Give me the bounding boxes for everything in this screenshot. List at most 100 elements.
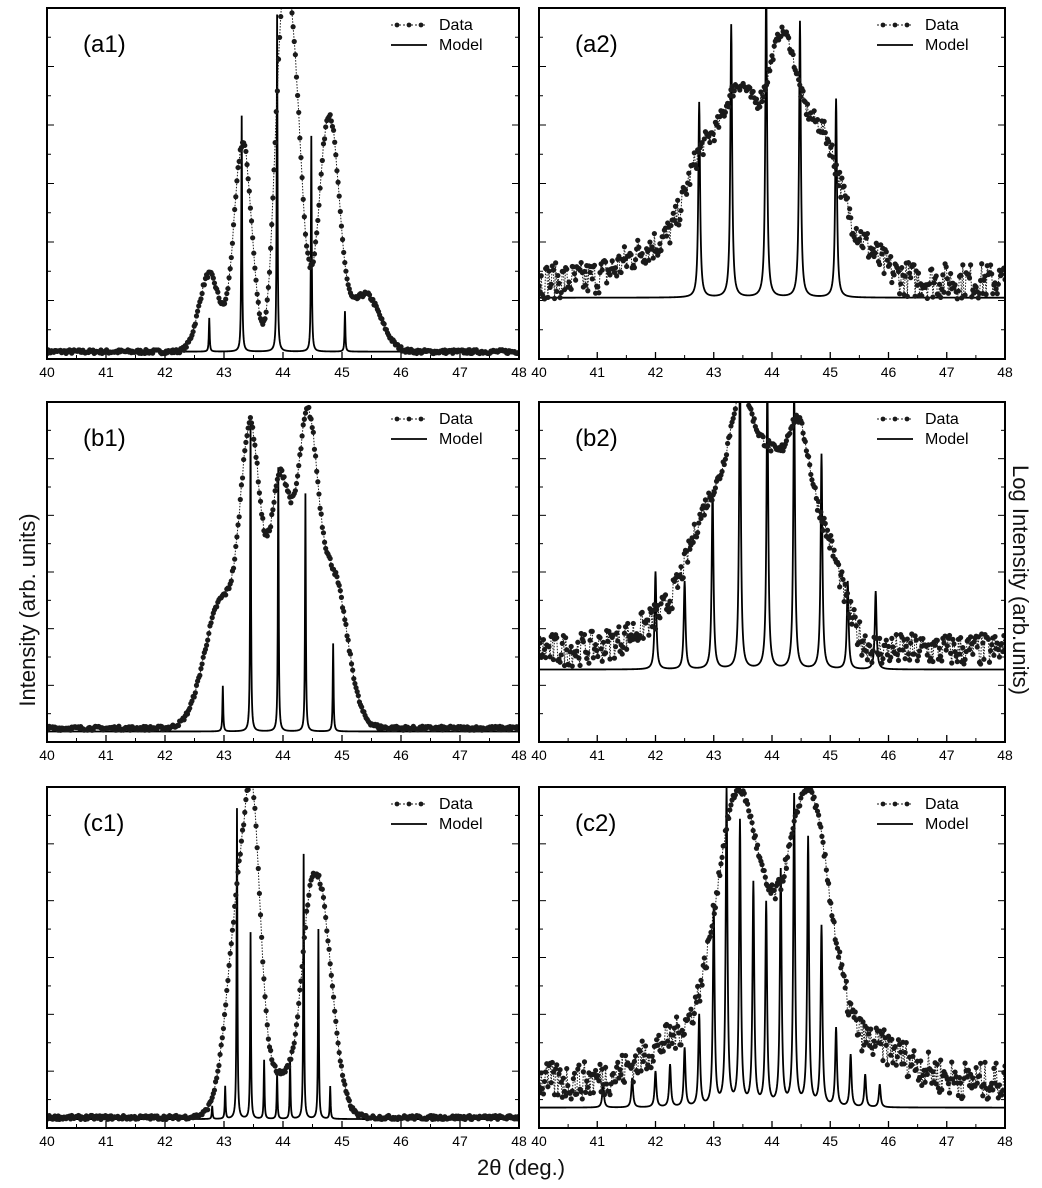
data-point bbox=[318, 171, 324, 177]
data-point bbox=[327, 112, 333, 118]
data-point bbox=[245, 176, 251, 182]
data-point bbox=[300, 422, 306, 428]
data-point bbox=[955, 288, 962, 294]
data-point bbox=[839, 569, 845, 575]
data-point bbox=[379, 316, 385, 322]
data-point bbox=[229, 240, 236, 246]
data-point bbox=[952, 282, 958, 288]
data-series bbox=[48, 404, 518, 733]
data-point bbox=[299, 433, 305, 439]
data-point bbox=[860, 638, 866, 644]
data-point bbox=[892, 1044, 898, 1050]
data-point bbox=[848, 598, 854, 605]
data-point bbox=[853, 623, 859, 629]
data-point bbox=[894, 1054, 900, 1060]
data-point bbox=[279, 0, 284, 2]
data-point bbox=[310, 259, 316, 265]
data-point bbox=[929, 266, 935, 272]
data-point bbox=[843, 978, 849, 984]
data-point bbox=[566, 279, 572, 285]
data-point bbox=[312, 453, 319, 459]
data-point bbox=[654, 1037, 660, 1043]
data-point bbox=[676, 222, 682, 228]
data-point bbox=[669, 1040, 675, 1046]
data-point bbox=[563, 635, 569, 641]
data-point bbox=[243, 797, 249, 803]
data-point bbox=[880, 656, 886, 662]
data-point bbox=[239, 475, 246, 481]
data-point bbox=[736, 390, 741, 395]
data-point bbox=[565, 1082, 571, 1089]
data-point bbox=[540, 636, 547, 643]
data-point bbox=[721, 461, 727, 468]
data-point bbox=[190, 329, 196, 335]
data-point bbox=[219, 1035, 225, 1041]
data-point bbox=[553, 1066, 559, 1072]
data-point bbox=[615, 638, 621, 644]
data-point bbox=[359, 704, 365, 710]
data-point bbox=[327, 961, 333, 967]
data-point bbox=[877, 635, 883, 641]
data-point bbox=[870, 1051, 876, 1058]
data-point bbox=[802, 438, 808, 445]
x-tick-label: 41 bbox=[98, 747, 114, 763]
data-point bbox=[841, 973, 847, 979]
data-point bbox=[859, 1048, 865, 1054]
data-point bbox=[831, 919, 837, 925]
legend-data-marker bbox=[880, 801, 886, 807]
data-point bbox=[639, 250, 645, 257]
data-point bbox=[278, 13, 284, 20]
data-point bbox=[256, 490, 262, 496]
data-point bbox=[924, 1071, 930, 1077]
data-point bbox=[237, 496, 243, 503]
data-point bbox=[341, 608, 347, 614]
data-point bbox=[968, 262, 974, 268]
data-point bbox=[330, 994, 337, 1000]
data-point bbox=[821, 118, 827, 124]
data-point bbox=[677, 217, 683, 223]
data-point bbox=[912, 293, 918, 299]
data-point bbox=[977, 661, 984, 667]
data-point bbox=[254, 460, 260, 466]
data-point bbox=[744, 801, 751, 807]
data-point bbox=[731, 411, 737, 417]
data-point bbox=[259, 934, 265, 940]
data-point bbox=[339, 236, 346, 243]
data-point bbox=[293, 480, 300, 487]
data-point bbox=[221, 1011, 228, 1018]
data-point bbox=[906, 270, 913, 276]
data-point bbox=[701, 955, 707, 961]
data-point bbox=[752, 833, 758, 839]
data-point bbox=[811, 794, 817, 800]
data-point bbox=[193, 313, 200, 319]
data-point bbox=[192, 321, 198, 327]
data-point bbox=[746, 808, 752, 814]
legend-data-label: Data bbox=[925, 411, 959, 428]
data-point bbox=[664, 233, 670, 239]
data-point bbox=[905, 1073, 912, 1079]
data-point bbox=[737, 87, 743, 93]
data-series bbox=[540, 788, 1004, 1102]
data-point bbox=[910, 1053, 916, 1059]
data-point bbox=[581, 1059, 588, 1065]
data-point bbox=[687, 546, 693, 552]
data-point bbox=[335, 1040, 341, 1046]
data-point bbox=[631, 1058, 638, 1065]
data-point bbox=[726, 104, 732, 110]
plot-frame bbox=[46, 786, 520, 1129]
data-point bbox=[306, 256, 312, 262]
data-point bbox=[601, 1092, 608, 1098]
data-point bbox=[980, 640, 986, 646]
data-point bbox=[546, 644, 552, 650]
plot-frame bbox=[46, 401, 520, 743]
data-point bbox=[628, 632, 634, 638]
data-point bbox=[881, 270, 887, 277]
data-point bbox=[924, 652, 930, 658]
data-point bbox=[286, 489, 292, 495]
data-point bbox=[842, 581, 848, 587]
data-point bbox=[583, 282, 589, 288]
data-point bbox=[679, 1027, 685, 1033]
data-point bbox=[342, 617, 348, 623]
data-point bbox=[809, 789, 815, 795]
data-point bbox=[780, 878, 786, 884]
